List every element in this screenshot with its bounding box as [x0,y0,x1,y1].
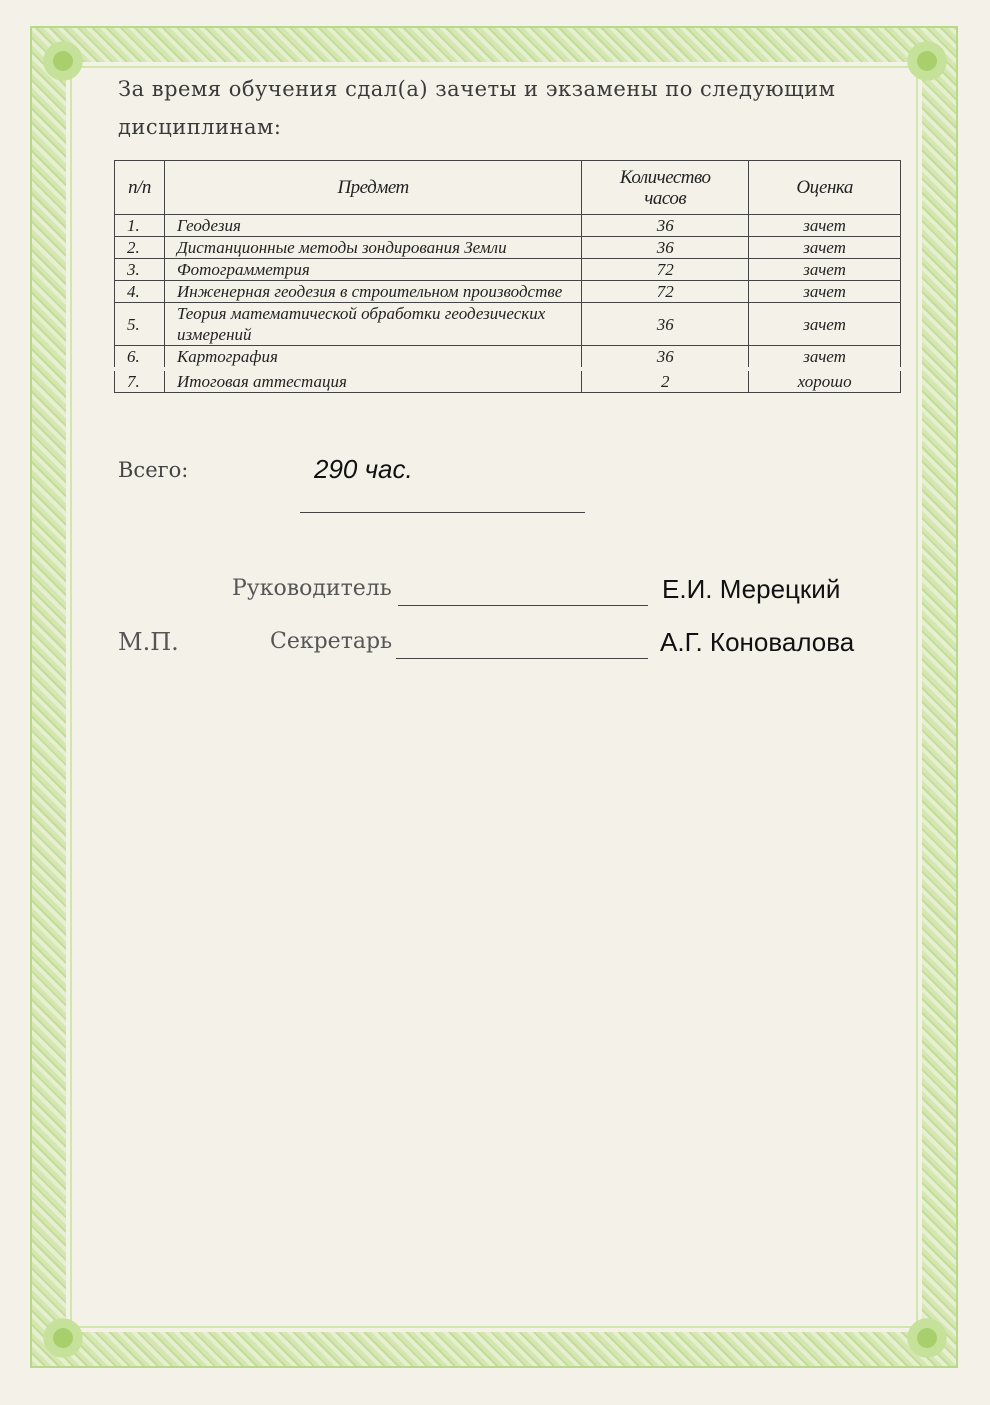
row-num: 4. [114,280,165,303]
row-grade: зачет [748,280,901,303]
row-subject: Итоговая аттестация [163,368,583,393]
row-num: 7. [114,368,165,393]
secretary-name: А.Г. Коновалова [660,627,855,657]
row-hours: 72 [581,280,750,303]
row-subject: Теория математической обработки геодезич… [163,302,583,346]
frame-outer-line [30,26,958,1368]
secretary-signature-line [396,658,648,659]
intro-text: За время обучения сдал(а) зачеты и экзам… [118,77,836,139]
row-grade: зачет [748,258,901,281]
total-value: 290 час. [314,454,413,484]
corner-ornament [904,38,950,84]
stamp-label: М.П. [118,628,179,656]
corner-ornament [904,1315,950,1361]
total-underline [300,512,585,513]
total-label: Всего: [118,458,189,482]
row-hours: 36 [581,345,750,370]
row-grade: хорошо [748,368,901,393]
head-label: Руководитель [232,576,392,601]
row-num: 3. [114,258,165,281]
table-row: 7. Итоговая аттестация 2 хорошо [114,368,901,393]
row-grade: зачет [748,236,901,259]
row-hours: 36 [581,214,750,237]
table-row: 3. Фотограмметрия 72 зачет [114,258,901,281]
table-row: 2. Дистанционные методы зондирования Земл… [114,236,901,259]
row-hours: 36 [581,236,750,259]
table-row: 6. Картография 36 зачет [114,345,901,370]
row-hours: 72 [581,258,750,281]
table-row: 4. Инженерная геодезия в строительном про… [114,280,901,303]
row-subject: Дистанционные методы зондирования Земли [163,236,583,259]
row-grade: зачет [748,214,901,237]
subjects-table: п/п Предмет Количество часов Оценка 1. Ге… [114,160,901,393]
table-row: 5. Теория математической обработки геодез… [114,302,901,346]
header-hours: Количество часов [581,160,750,215]
row-subject: Инженерная геодезия в строительном произ… [163,280,583,303]
row-subject: Картография [163,345,583,370]
header-subject: Предмет [163,160,583,215]
corner-ornament [40,38,86,84]
row-num: 2. [114,236,165,259]
header-grade: Оценка [748,160,901,215]
row-hours: 2 [581,368,750,393]
table-row: 1. Геодезия 36 зачет [114,214,901,237]
corner-ornament [40,1315,86,1361]
row-num: 1. [114,214,165,237]
row-grade: зачет [748,345,901,370]
row-num: 5. [114,302,165,346]
row-subject: Геодезия [163,214,583,237]
row-subject: Фотограмметрия [163,258,583,281]
row-grade: зачет [748,302,901,346]
frame-inner-line [70,66,918,1328]
row-hours: 36 [581,302,750,346]
row-num: 6. [114,345,165,370]
secretary-label: Секретарь [270,629,393,654]
head-name: Е.И. Мерецкий [662,574,841,604]
header-num: п/п [114,160,165,215]
table-header-row: п/п Предмет Количество часов Оценка [114,160,901,215]
head-signature-line [398,605,648,606]
